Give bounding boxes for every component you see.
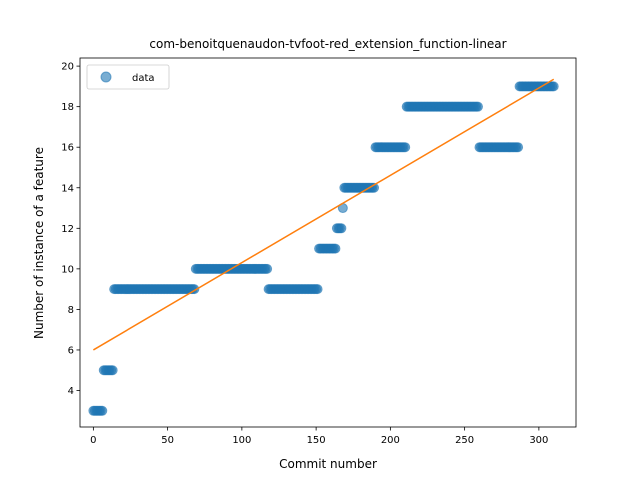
y-tick-label: 4 xyxy=(68,386,74,397)
y-tick-label: 10 xyxy=(61,264,74,275)
data-point xyxy=(262,263,273,274)
data-point xyxy=(513,142,524,153)
y-tick-label: 18 xyxy=(61,102,74,113)
y-tick-label: 20 xyxy=(61,62,74,73)
y-tick-label: 14 xyxy=(61,183,74,194)
plot-frame xyxy=(79,57,577,428)
y-tick-label: 16 xyxy=(61,143,74,154)
x-tick-label: 0 xyxy=(90,435,96,446)
x-tick-label: 300 xyxy=(529,435,548,446)
data-point xyxy=(312,284,323,295)
legend-label-data: data xyxy=(132,73,155,84)
legend-box xyxy=(86,64,170,90)
data-point xyxy=(97,405,108,416)
x-tick-label: 200 xyxy=(381,435,400,446)
y-tick-label: 6 xyxy=(68,345,74,356)
x-tick-label: 50 xyxy=(161,435,174,446)
data-point xyxy=(107,365,118,376)
data-points xyxy=(88,81,559,416)
fit-line-layer xyxy=(92,78,555,351)
data-point xyxy=(400,142,411,153)
y-tick-label: 8 xyxy=(68,305,74,316)
y-axis-ticks: 4 6 8 10 12 14 16 18 20 xyxy=(61,62,80,397)
data-point xyxy=(336,223,347,234)
data-point xyxy=(472,101,483,112)
legend-marker xyxy=(100,71,112,83)
y-tick-label: 12 xyxy=(61,224,74,235)
x-tick-label: 150 xyxy=(307,435,326,446)
x-axis-label: Commit number xyxy=(279,457,377,471)
y-axis-label: Number of instance of a feature xyxy=(32,147,46,339)
legend: data xyxy=(86,64,170,90)
data-point xyxy=(548,81,559,92)
fit-line xyxy=(92,78,555,351)
data-point xyxy=(330,243,341,254)
chart-title: com-benoitquenaudon-tvfoot-red_extension… xyxy=(149,37,506,51)
x-axis-ticks: 0 50 100 150 200 250 300 xyxy=(90,427,548,446)
x-tick-label: 100 xyxy=(232,435,251,446)
x-tick-label: 250 xyxy=(455,435,474,446)
